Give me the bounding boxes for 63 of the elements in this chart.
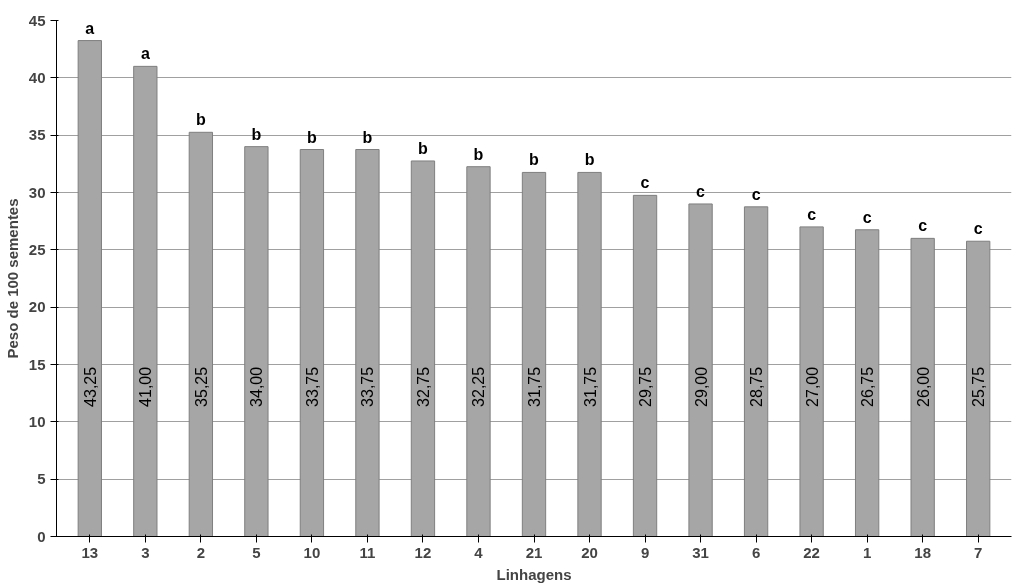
annotation: b [418,139,429,157]
x-tick-label: 5 [252,543,261,561]
annotation: c [696,182,706,200]
y-tick-label: 5 [37,470,46,488]
annotation: b [473,145,484,163]
annotation: a [140,45,150,63]
x-tick-label: 22 [803,543,820,561]
x-tick-label: 7 [974,543,983,561]
data-label: 35,25 [192,366,210,407]
y-tick-label: 10 [28,412,46,430]
x-tick-label: 13 [81,543,99,561]
x-tick-label: 3 [141,543,150,561]
x-tick-label: 18 [914,543,932,561]
y-tick-label: 45 [28,11,46,29]
annotation: c [973,220,983,238]
data-label: 34,00 [248,366,266,407]
y-tick-label: 40 [28,68,46,86]
data-label: 28,75 [748,366,766,407]
data-label: 31,75 [526,366,543,407]
data-label: 32,25 [470,366,488,407]
annotation: a [85,19,95,37]
x-tick-label: 20 [581,543,598,561]
annotation: c [918,217,928,235]
y-tick-label: 35 [28,126,46,144]
data-label: 25,75 [970,366,988,407]
annotation: b [251,125,262,143]
data-label: 43,25 [81,366,99,407]
y-axis-title: Peso de 100 sementes [3,198,21,359]
x-tick-label: 10 [303,543,321,561]
annotation: c [640,174,650,192]
x-tick-label: 2 [196,543,206,561]
data-label: 33,75 [303,366,321,407]
data-label: 26,00 [914,366,932,407]
data-label: 29,00 [692,366,710,407]
data-label: 32,75 [414,366,432,407]
data-label: 26,75 [859,366,877,407]
y-tick-label: 15 [28,355,46,373]
x-tick-label: 6 [751,543,761,561]
annotation: b [529,151,540,169]
y-tick-label: 25 [28,240,46,258]
x-tick-label: 1 [862,543,872,561]
annotation: b [195,111,206,129]
y-tick-label: 30 [28,183,46,201]
data-label: 31,75 [581,366,599,407]
y-tick-label: 0 [37,527,46,545]
annotation: c [807,205,817,223]
data-label: 41,00 [137,366,155,407]
annotation: c [751,185,761,203]
annotation: b [307,128,318,146]
data-label: 33,75 [359,366,377,407]
annotation: b [362,128,373,146]
y-tick-label: 20 [28,298,46,316]
x-tick-label: 4 [474,543,484,561]
x-tick-label: 12 [414,543,432,561]
x-tick-label: 11 [359,543,376,561]
x-tick-label: 9 [640,543,650,561]
annotation: b [584,151,595,169]
data-label: 29,75 [637,366,655,407]
x-tick-label: 31 [692,543,709,561]
x-tick-label: 21 [525,543,543,561]
x-axis-title: Linhagens [496,565,572,583]
data-label: 27,00 [803,366,821,407]
annotation: c [862,208,872,226]
